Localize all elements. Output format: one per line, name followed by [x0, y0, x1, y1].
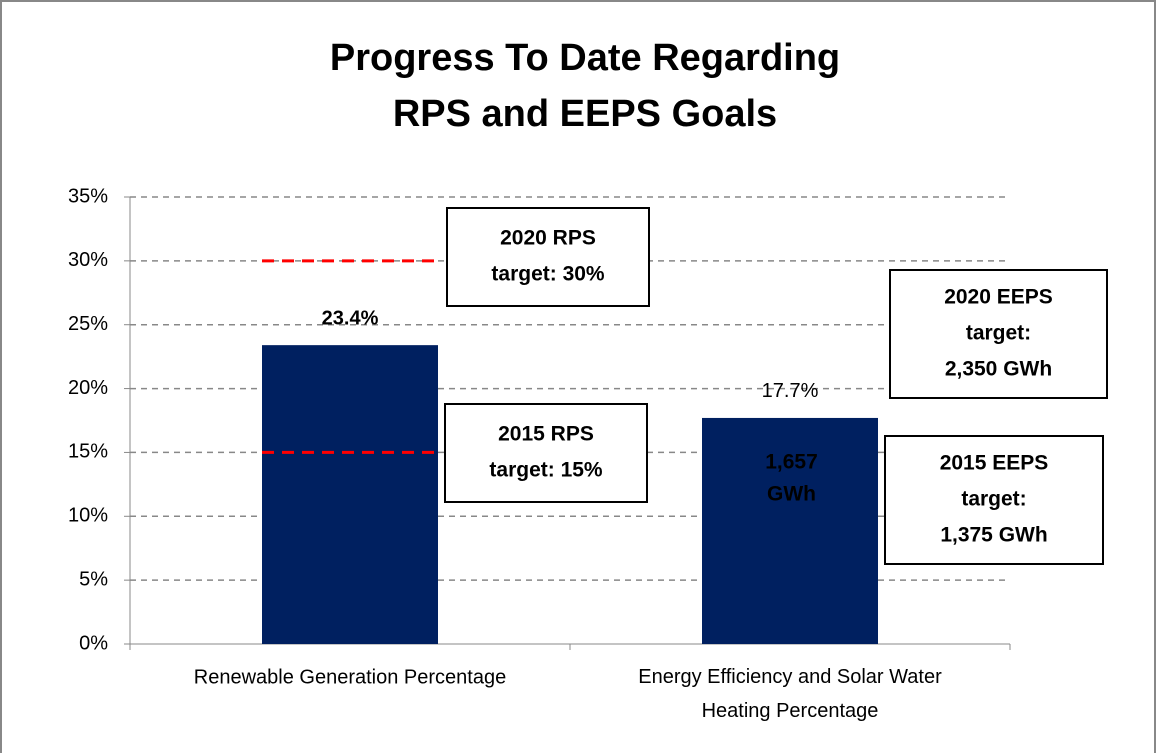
- annotation-text: 2015 RPS: [498, 423, 594, 446]
- y-tick-label: 5%: [79, 568, 108, 590]
- annotation-text: 1,375 GWh: [940, 524, 1047, 547]
- annotation-text: target:: [961, 488, 1026, 511]
- annotation-box: [444, 403, 648, 503]
- y-tick-label: 10%: [68, 505, 108, 527]
- value-label: 23.4%: [322, 307, 379, 329]
- annotation-box: [889, 269, 1108, 399]
- y-tick-label: 0%: [79, 632, 108, 654]
- annotation-text: 2,350 GWh: [945, 358, 1052, 381]
- x-tick-label: Energy Efficiency and Solar Water Heating…: [638, 666, 942, 722]
- bar: [702, 417, 878, 644]
- annotation-box: [884, 435, 1104, 565]
- annotation-text: target: 15%: [489, 459, 603, 482]
- x-tick-label: Renewable Generation Percentage: [194, 666, 506, 688]
- y-tick-label: 15%: [68, 441, 108, 463]
- annotation-text: 2020 EEPS: [944, 286, 1053, 309]
- annotation-text: 2015 EEPS: [940, 452, 1049, 475]
- annotation-text: GWh: [767, 483, 816, 506]
- annotation-text: target: 30%: [491, 263, 605, 286]
- chart-title: Progress To Date Regarding: [330, 37, 840, 79]
- annotation-box: [446, 207, 650, 307]
- annotation-text: 1,657: [765, 451, 818, 474]
- chart-title: RPS and EEPS Goals: [393, 93, 777, 135]
- value-label: 17.7%: [762, 380, 819, 402]
- annotation-text: target:: [966, 322, 1031, 345]
- y-tick-label: 30%: [68, 249, 108, 271]
- bar: [262, 345, 438, 644]
- annotation-text: 2020 RPS: [500, 227, 596, 250]
- y-tick-label: 20%: [68, 377, 108, 399]
- y-tick-label: 35%: [68, 185, 108, 207]
- y-tick-label: 25%: [68, 313, 108, 335]
